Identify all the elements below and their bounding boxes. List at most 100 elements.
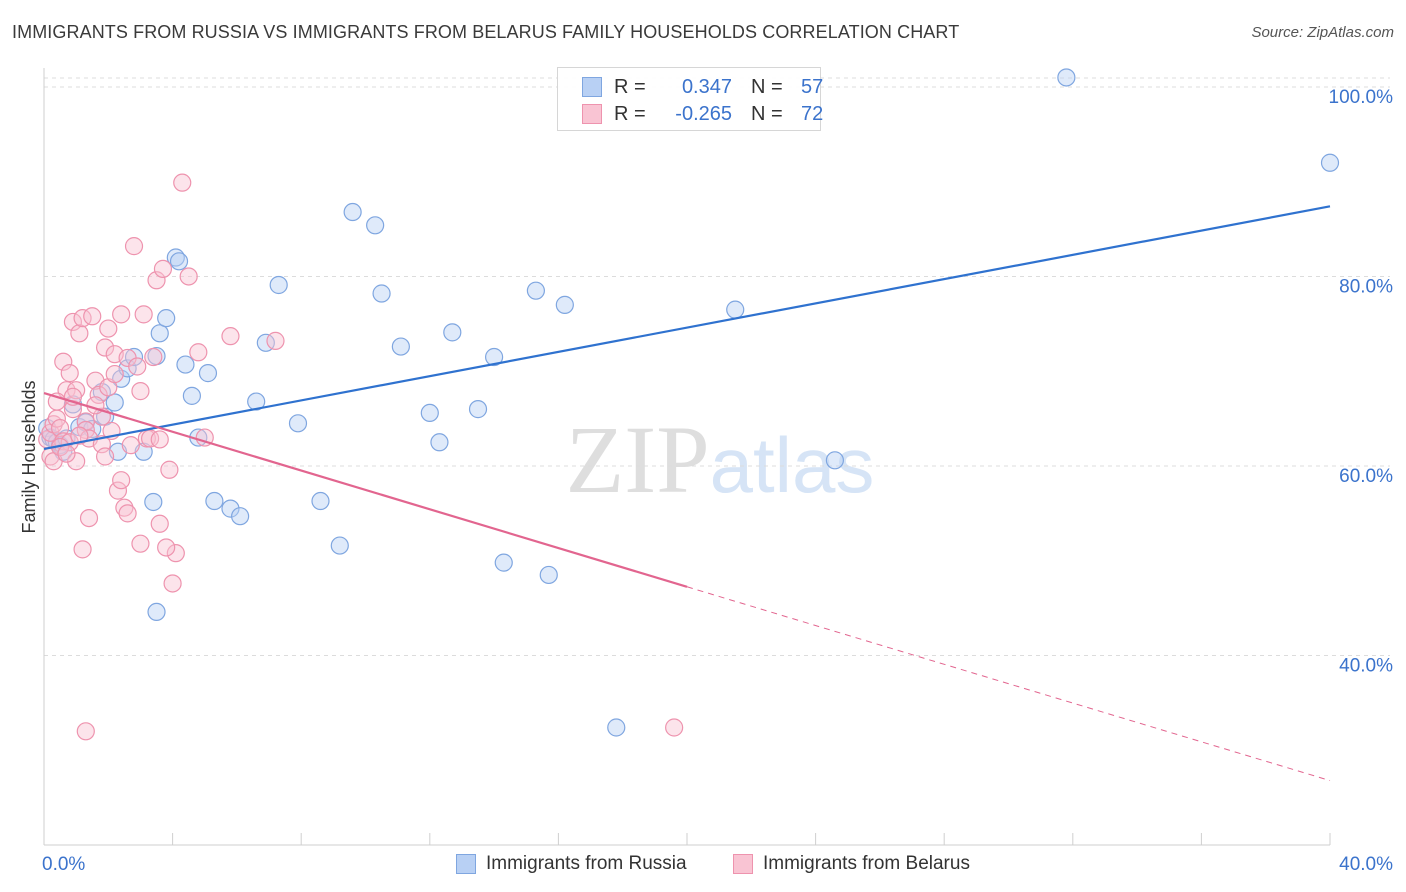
belarus-point: [118, 504, 137, 523]
y-tick-label: 60.0%: [1339, 466, 1393, 487]
russia-point: [205, 491, 224, 511]
belarus-point: [70, 426, 89, 445]
belarus-point: [112, 305, 131, 324]
russia-point: [1320, 153, 1340, 172]
belarus-point: [108, 481, 128, 500]
belarus-point: [115, 498, 134, 517]
belarus-point: [121, 436, 140, 455]
russia-point: [726, 300, 745, 319]
russia-n-value: 57: [801, 75, 824, 98]
belarus-n-value: 72: [801, 102, 824, 125]
belarus-point: [79, 508, 99, 528]
source-credit: Source: ZipAtlas.com: [1251, 24, 1394, 41]
russia-point: [269, 275, 288, 295]
russia-point: [366, 216, 385, 235]
belarus-point: [179, 267, 198, 286]
belarus-point: [160, 460, 179, 479]
russia-point: [420, 403, 439, 423]
belarus-point: [153, 259, 173, 278]
belarus-point: [124, 237, 144, 256]
bottom-legend-belarus: Immigrants from Belarus: [733, 852, 970, 876]
belarus-point: [150, 430, 169, 449]
belarus-swatch: [582, 104, 602, 124]
russia-point: [1057, 68, 1076, 87]
belarus-point: [112, 471, 131, 490]
legend-row-belarus: R = -0.265 N = 72: [582, 102, 823, 126]
russia-point: [198, 364, 218, 383]
belarus-point: [83, 307, 102, 326]
russia-point: [494, 553, 513, 572]
x-tick-label-max: 40.0%: [1339, 854, 1393, 875]
belarus-n-label: N =: [751, 102, 783, 125]
belarus-point: [105, 364, 124, 384]
belarus-point: [147, 271, 166, 290]
russia-point: [247, 392, 266, 411]
belarus-r-label: R =: [614, 102, 646, 125]
russia-point: [443, 323, 462, 342]
belarus-point: [173, 173, 192, 192]
chart-title: IMMIGRANTS FROM RUSSIA VS IMMIGRANTS FRO…: [12, 22, 960, 42]
belarus-point: [95, 338, 115, 357]
russia-swatch: [582, 77, 602, 97]
correlation-legend: R = 0.347 N = 57 R = -0.265 N = 72: [557, 67, 823, 131]
belarus-point: [76, 722, 95, 741]
russia-point: [105, 393, 124, 412]
belarus-point: [157, 538, 176, 557]
russia-point: [221, 499, 240, 518]
russia-point: [539, 565, 558, 585]
bottom-belarus-label: Immigrants from Belarus: [763, 853, 970, 874]
russia-point: [147, 602, 166, 622]
russia-point: [555, 295, 574, 314]
watermark-atlas: atlas: [710, 421, 875, 509]
belarus-point: [70, 324, 89, 343]
y-tick-label: 80.0%: [1339, 276, 1393, 297]
y-axis-label: Family Households: [19, 380, 39, 533]
belarus-point: [54, 352, 73, 371]
russia-point: [231, 507, 250, 526]
belarus-point: [266, 331, 285, 350]
russia-point: [372, 284, 391, 303]
belarus-point: [665, 718, 684, 737]
russia-point: [157, 309, 176, 328]
russia-point: [468, 400, 488, 419]
russia-point: [330, 536, 349, 555]
russia-n-label: N =: [751, 75, 783, 98]
belarus-point: [73, 540, 92, 559]
belarus-r-value: -0.265: [675, 102, 732, 125]
russia-point: [485, 347, 504, 367]
belarus-point: [221, 327, 240, 346]
russia-point: [176, 355, 195, 374]
belarus-point: [144, 347, 163, 367]
russia-r-label: R =: [614, 75, 646, 98]
bottom-russia-label: Immigrants from Russia: [486, 853, 687, 874]
belarus-point: [134, 305, 153, 324]
y-tick-label: 40.0%: [1339, 655, 1393, 676]
belarus-trend-extension: [686, 586, 1331, 782]
russia-point: [391, 337, 410, 356]
russia-point: [182, 386, 201, 405]
belarus-point: [163, 574, 182, 593]
russia-point: [288, 414, 308, 433]
belarus-point: [131, 534, 150, 553]
russia-point: [526, 281, 545, 300]
belarus-trend-line: [43, 391, 688, 588]
belarus-point: [150, 514, 169, 533]
russia-point: [150, 324, 169, 343]
belarus-point: [57, 444, 76, 463]
belarus-point: [166, 544, 185, 563]
russia-point: [311, 491, 330, 511]
bottom-belarus-swatch: [733, 854, 753, 874]
belarus-point: [63, 312, 83, 332]
y-tick-label: 100.0%: [1329, 87, 1394, 108]
belarus-point: [189, 343, 208, 362]
russia-point: [169, 252, 189, 271]
russia-r-value: 0.347: [681, 75, 732, 98]
bottom-legend-russia: Immigrants from Russia: [456, 852, 687, 876]
russia-point: [343, 202, 362, 222]
belarus-point: [99, 319, 118, 338]
russia-trend-line: [43, 205, 1331, 451]
legend-row-russia: R = 0.347 N = 57: [582, 75, 823, 99]
belarus-point: [95, 447, 115, 466]
russia-point: [124, 347, 144, 367]
